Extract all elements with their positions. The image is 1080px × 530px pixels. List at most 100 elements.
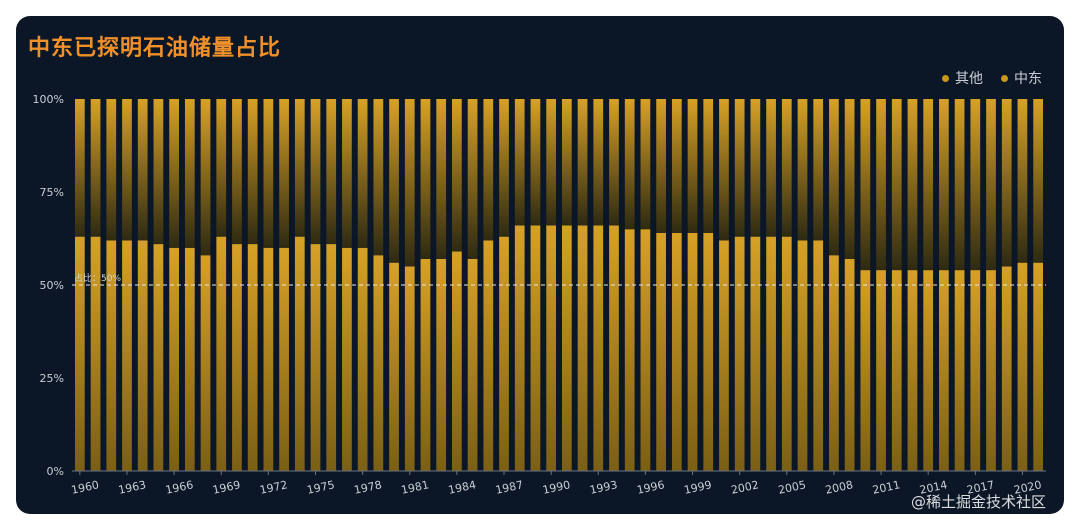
x-tick-label: 1996 (636, 478, 666, 497)
bar-middle-east (640, 229, 651, 471)
bar-middle-east (734, 236, 745, 471)
bar-other (122, 99, 132, 241)
x-tick-label: 2014 (918, 478, 948, 497)
x-tick-label: 1972 (259, 478, 289, 497)
bar-middle-east (970, 270, 981, 471)
bar-middle-east (829, 255, 839, 471)
bar-middle-east (844, 258, 855, 471)
bar-other (986, 99, 996, 271)
bar-middle-east (656, 232, 666, 471)
legend-marker-icon (942, 74, 949, 82)
bar-other (797, 99, 808, 241)
bar-other (656, 99, 666, 233)
bar-other (216, 99, 227, 237)
bar-middle-east (184, 247, 195, 471)
bar-middle-east (813, 240, 824, 471)
bar-other (530, 99, 541, 226)
bar-other (970, 99, 981, 271)
bar-other (703, 99, 714, 233)
bar-middle-east (687, 232, 698, 471)
chart-title: 中东已探明石油储量占比 (28, 36, 282, 61)
bar-middle-east (310, 244, 321, 471)
bar-other (577, 99, 588, 226)
bar-middle-east (373, 255, 384, 471)
bar-other (1033, 99, 1044, 263)
bar-other (954, 99, 965, 271)
legend-item-other[interactable]: 其他 (942, 68, 983, 88)
bar-other (923, 99, 934, 271)
y-tick-label: 75% (40, 186, 64, 199)
bar-middle-east (954, 270, 965, 471)
bar-middle-east (404, 266, 415, 471)
bar-other (1017, 99, 1028, 263)
bar-middle-east (939, 270, 949, 471)
bar-middle-east (483, 240, 494, 471)
bar-middle-east (326, 244, 337, 471)
bar-other (200, 99, 211, 256)
bar-middle-east (781, 236, 792, 471)
bar-other (232, 99, 242, 245)
bar-middle-east (90, 236, 101, 471)
x-tick-label: 2002 (730, 478, 760, 497)
x-tick-label: 2005 (777, 478, 807, 497)
bar-middle-east (232, 244, 242, 471)
bar-middle-east (766, 236, 776, 471)
legend-item-middle-east[interactable]: 中东 (1001, 68, 1042, 88)
x-tick-label: 1987 (494, 478, 524, 497)
legend: 其他 中东 (942, 68, 1042, 88)
bar-middle-east (561, 225, 572, 471)
bar-middle-east (719, 240, 729, 471)
x-tick-label: 2008 (824, 478, 854, 497)
y-tick-label: 50% (40, 279, 64, 292)
x-tick-label: 1963 (117, 478, 147, 497)
bar-middle-east (593, 225, 604, 471)
bar-middle-east (671, 232, 682, 471)
bar-other (829, 99, 839, 256)
bar-middle-east (530, 225, 541, 471)
markline-label: 占比：50% (74, 272, 121, 284)
bar-other (420, 99, 431, 259)
bar-middle-east (137, 240, 148, 471)
bar-middle-east (279, 247, 289, 471)
bar-middle-east (860, 270, 871, 471)
bar-middle-east (389, 262, 399, 471)
bar-middle-east (74, 236, 85, 471)
bar-other (781, 99, 792, 237)
bar-middle-east (263, 247, 274, 471)
x-tick-label: 1975 (306, 478, 336, 497)
bar-other (357, 99, 368, 248)
x-tick-label: 2011 (871, 478, 901, 497)
bar-other (499, 99, 509, 237)
bar-middle-east (1033, 262, 1044, 471)
bar-middle-east (122, 240, 132, 471)
bar-middle-east (624, 229, 635, 471)
x-tick-label: 1981 (400, 478, 430, 497)
bar-other (734, 99, 745, 237)
bar-other (90, 99, 101, 237)
x-tick-label: 1978 (353, 478, 383, 497)
bar-other (436, 99, 447, 259)
bar-other (640, 99, 651, 230)
bar-middle-east (499, 236, 509, 471)
chart-card: 中东已探明石油储量占比 其他 中东 0% 25% 50% 75% 100% 1960 196… (16, 16, 1064, 514)
bar-middle-east (986, 270, 996, 471)
bar-middle-east (247, 244, 258, 471)
bar-middle-east (577, 225, 588, 471)
bar-other (106, 99, 117, 241)
y-tick-label: 25% (40, 372, 64, 385)
bar-other (294, 99, 305, 237)
bar-middle-east (106, 240, 117, 471)
bar-other (1001, 99, 1012, 267)
bar-other (546, 99, 557, 226)
legend-marker-icon (1001, 74, 1008, 82)
bar-other (389, 99, 399, 263)
bar-other (169, 99, 179, 248)
bar-other (593, 99, 604, 226)
y-tick-label: 100% (33, 93, 64, 106)
x-tick-label: 1999 (683, 478, 713, 497)
bar-other (342, 99, 352, 248)
x-tick-label: 1966 (164, 478, 194, 497)
bar-other (483, 99, 494, 241)
bar-other (263, 99, 274, 248)
bar-middle-east (420, 258, 431, 471)
